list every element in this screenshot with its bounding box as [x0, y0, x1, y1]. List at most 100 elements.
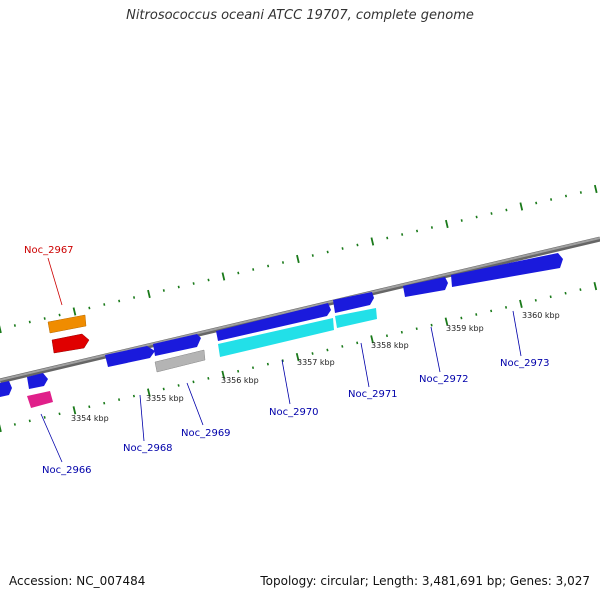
gene-noc-2966[interactable]	[27, 391, 53, 408]
tick-label-3357: 3357 kbp	[297, 358, 335, 367]
outer-minor-tick	[237, 271, 240, 275]
inner-minor-tick	[341, 345, 344, 348]
outer-minor-tick	[490, 212, 493, 215]
inner-minor-tick	[549, 295, 552, 299]
gene-noc-2967[interactable]	[51, 333, 90, 354]
inner-minor-tick	[415, 327, 418, 331]
inner-minor-tick	[326, 348, 329, 352]
outer-minor-tick	[281, 261, 285, 264]
outer-minor-tick	[43, 317, 46, 320]
gene-blue-1[interactable]	[0, 381, 12, 397]
outer-minor-tick	[162, 289, 165, 292]
gene-orange[interactable]	[47, 314, 87, 334]
inner-major-tick	[370, 335, 374, 344]
outer-minor-tick	[311, 254, 314, 257]
outer-minor-tick	[118, 299, 121, 303]
outer-major-tick	[72, 307, 77, 316]
gene-blue-3[interactable]	[105, 346, 155, 367]
outer-minor-tick	[267, 264, 270, 268]
reverse-strand-genes	[27, 308, 377, 408]
outer-minor-tick	[341, 247, 344, 250]
outer-major-tick	[296, 254, 300, 264]
inner-minor-tick	[475, 313, 478, 316]
gene-label-noc-2971[interactable]: Noc_2971	[348, 389, 398, 400]
tick-label-3359: 3359 kbp	[446, 324, 484, 333]
gene-noc-2971[interactable]	[335, 308, 377, 328]
accession-text: Accession: NC_007484	[9, 574, 146, 588]
gene-blue-5[interactable]	[216, 303, 331, 341]
inner-minor-tick	[385, 334, 389, 338]
tick-label-3356: 3356 kbp	[221, 376, 259, 385]
gene-blue-6[interactable]	[333, 292, 374, 313]
outer-major-tick	[593, 184, 598, 194]
inner-minor-tick	[28, 419, 31, 423]
gene-labels: Noc_2967 Noc_2966 Noc_2968 Noc_2969 Noc_…	[24, 245, 550, 476]
gene-label-noc-2966[interactable]: Noc_2966	[42, 465, 92, 476]
inner-minor-tick	[43, 416, 46, 419]
inner-minor-tick	[132, 394, 136, 398]
tick-label-3354: 3354 kbp	[71, 414, 109, 423]
tick-label-3355: 3355 kbp	[146, 394, 184, 403]
outer-minor-tick	[356, 243, 359, 247]
outer-minor-tick	[207, 278, 210, 282]
inner-minor-tick	[430, 323, 433, 327]
gene-blue-4[interactable]	[153, 334, 201, 356]
gene-blue-2[interactable]	[27, 373, 48, 389]
inner-minor-tick	[356, 341, 359, 345]
outer-minor-tick	[192, 282, 195, 285]
inner-minor-tick	[311, 352, 314, 355]
outer-minor-tick	[579, 191, 582, 194]
inner-minor-tick	[58, 412, 61, 416]
gene-label-noc-2968[interactable]: Noc_2968	[123, 443, 173, 454]
inner-major-tick	[444, 317, 449, 326]
outer-minor-tick	[505, 208, 508, 212]
inner-major-tick	[593, 282, 598, 291]
label-leader-lines	[40, 257, 522, 463]
outer-minor-tick	[401, 233, 404, 236]
outer-major-tick	[370, 237, 375, 246]
outer-minor-tick	[252, 268, 255, 271]
outer-minor-tick	[13, 324, 16, 327]
outer-minor-tick	[28, 320, 31, 324]
outer-minor-tick	[326, 250, 329, 254]
inner-tick-track	[0, 282, 598, 433]
tick-label-3358: 3358 kbp	[371, 341, 409, 350]
gene-label-noc-2972[interactable]: Noc_2972	[419, 374, 469, 385]
tick-labels: 3354 kbp 3355 kbp 3356 kbp 3357 kbp 3358…	[71, 311, 560, 423]
inner-minor-tick	[504, 306, 508, 309]
gene-blue-7[interactable]	[403, 277, 448, 297]
outer-minor-tick	[535, 201, 538, 205]
outer-minor-tick	[430, 226, 433, 229]
outer-major-tick	[147, 289, 151, 299]
gene-label-noc-2967[interactable]: Noc_2967	[24, 245, 74, 256]
inner-minor-tick	[13, 423, 16, 426]
gene-label-noc-2970[interactable]: Noc_2970	[269, 407, 319, 418]
inner-minor-tick	[103, 401, 106, 405]
outer-minor-tick	[132, 296, 136, 299]
inner-minor-tick	[207, 376, 210, 380]
gene-label-noc-2973[interactable]: Noc_2973	[500, 358, 550, 369]
inner-major-tick	[221, 370, 226, 379]
gene-noc-2969[interactable]	[154, 349, 206, 373]
gene-blue-8[interactable]	[451, 253, 563, 287]
inner-minor-tick	[88, 405, 91, 409]
gene-noc-2970[interactable]	[218, 318, 334, 357]
outer-major-tick	[221, 272, 226, 281]
gene-label-noc-2969[interactable]: Noc_2969	[181, 428, 231, 439]
outer-major-tick	[519, 202, 524, 211]
inner-major-tick	[147, 388, 151, 397]
inner-minor-tick	[400, 330, 403, 334]
inner-major-tick	[0, 424, 2, 433]
outer-minor-tick	[415, 229, 419, 233]
inner-major-tick	[72, 406, 77, 415]
inner-minor-tick	[460, 316, 463, 320]
forward-strand-genes	[0, 253, 563, 397]
map-title: Nitrosococcus oceani ATCC 19707, complet…	[126, 8, 474, 23]
inner-minor-tick	[490, 309, 493, 313]
inner-minor-tick	[177, 384, 180, 387]
inner-minor-tick	[162, 387, 165, 391]
tick-label-3360: 3360 kbp	[522, 311, 560, 320]
inner-minor-tick	[237, 369, 240, 373]
inner-minor-tick	[192, 380, 195, 384]
